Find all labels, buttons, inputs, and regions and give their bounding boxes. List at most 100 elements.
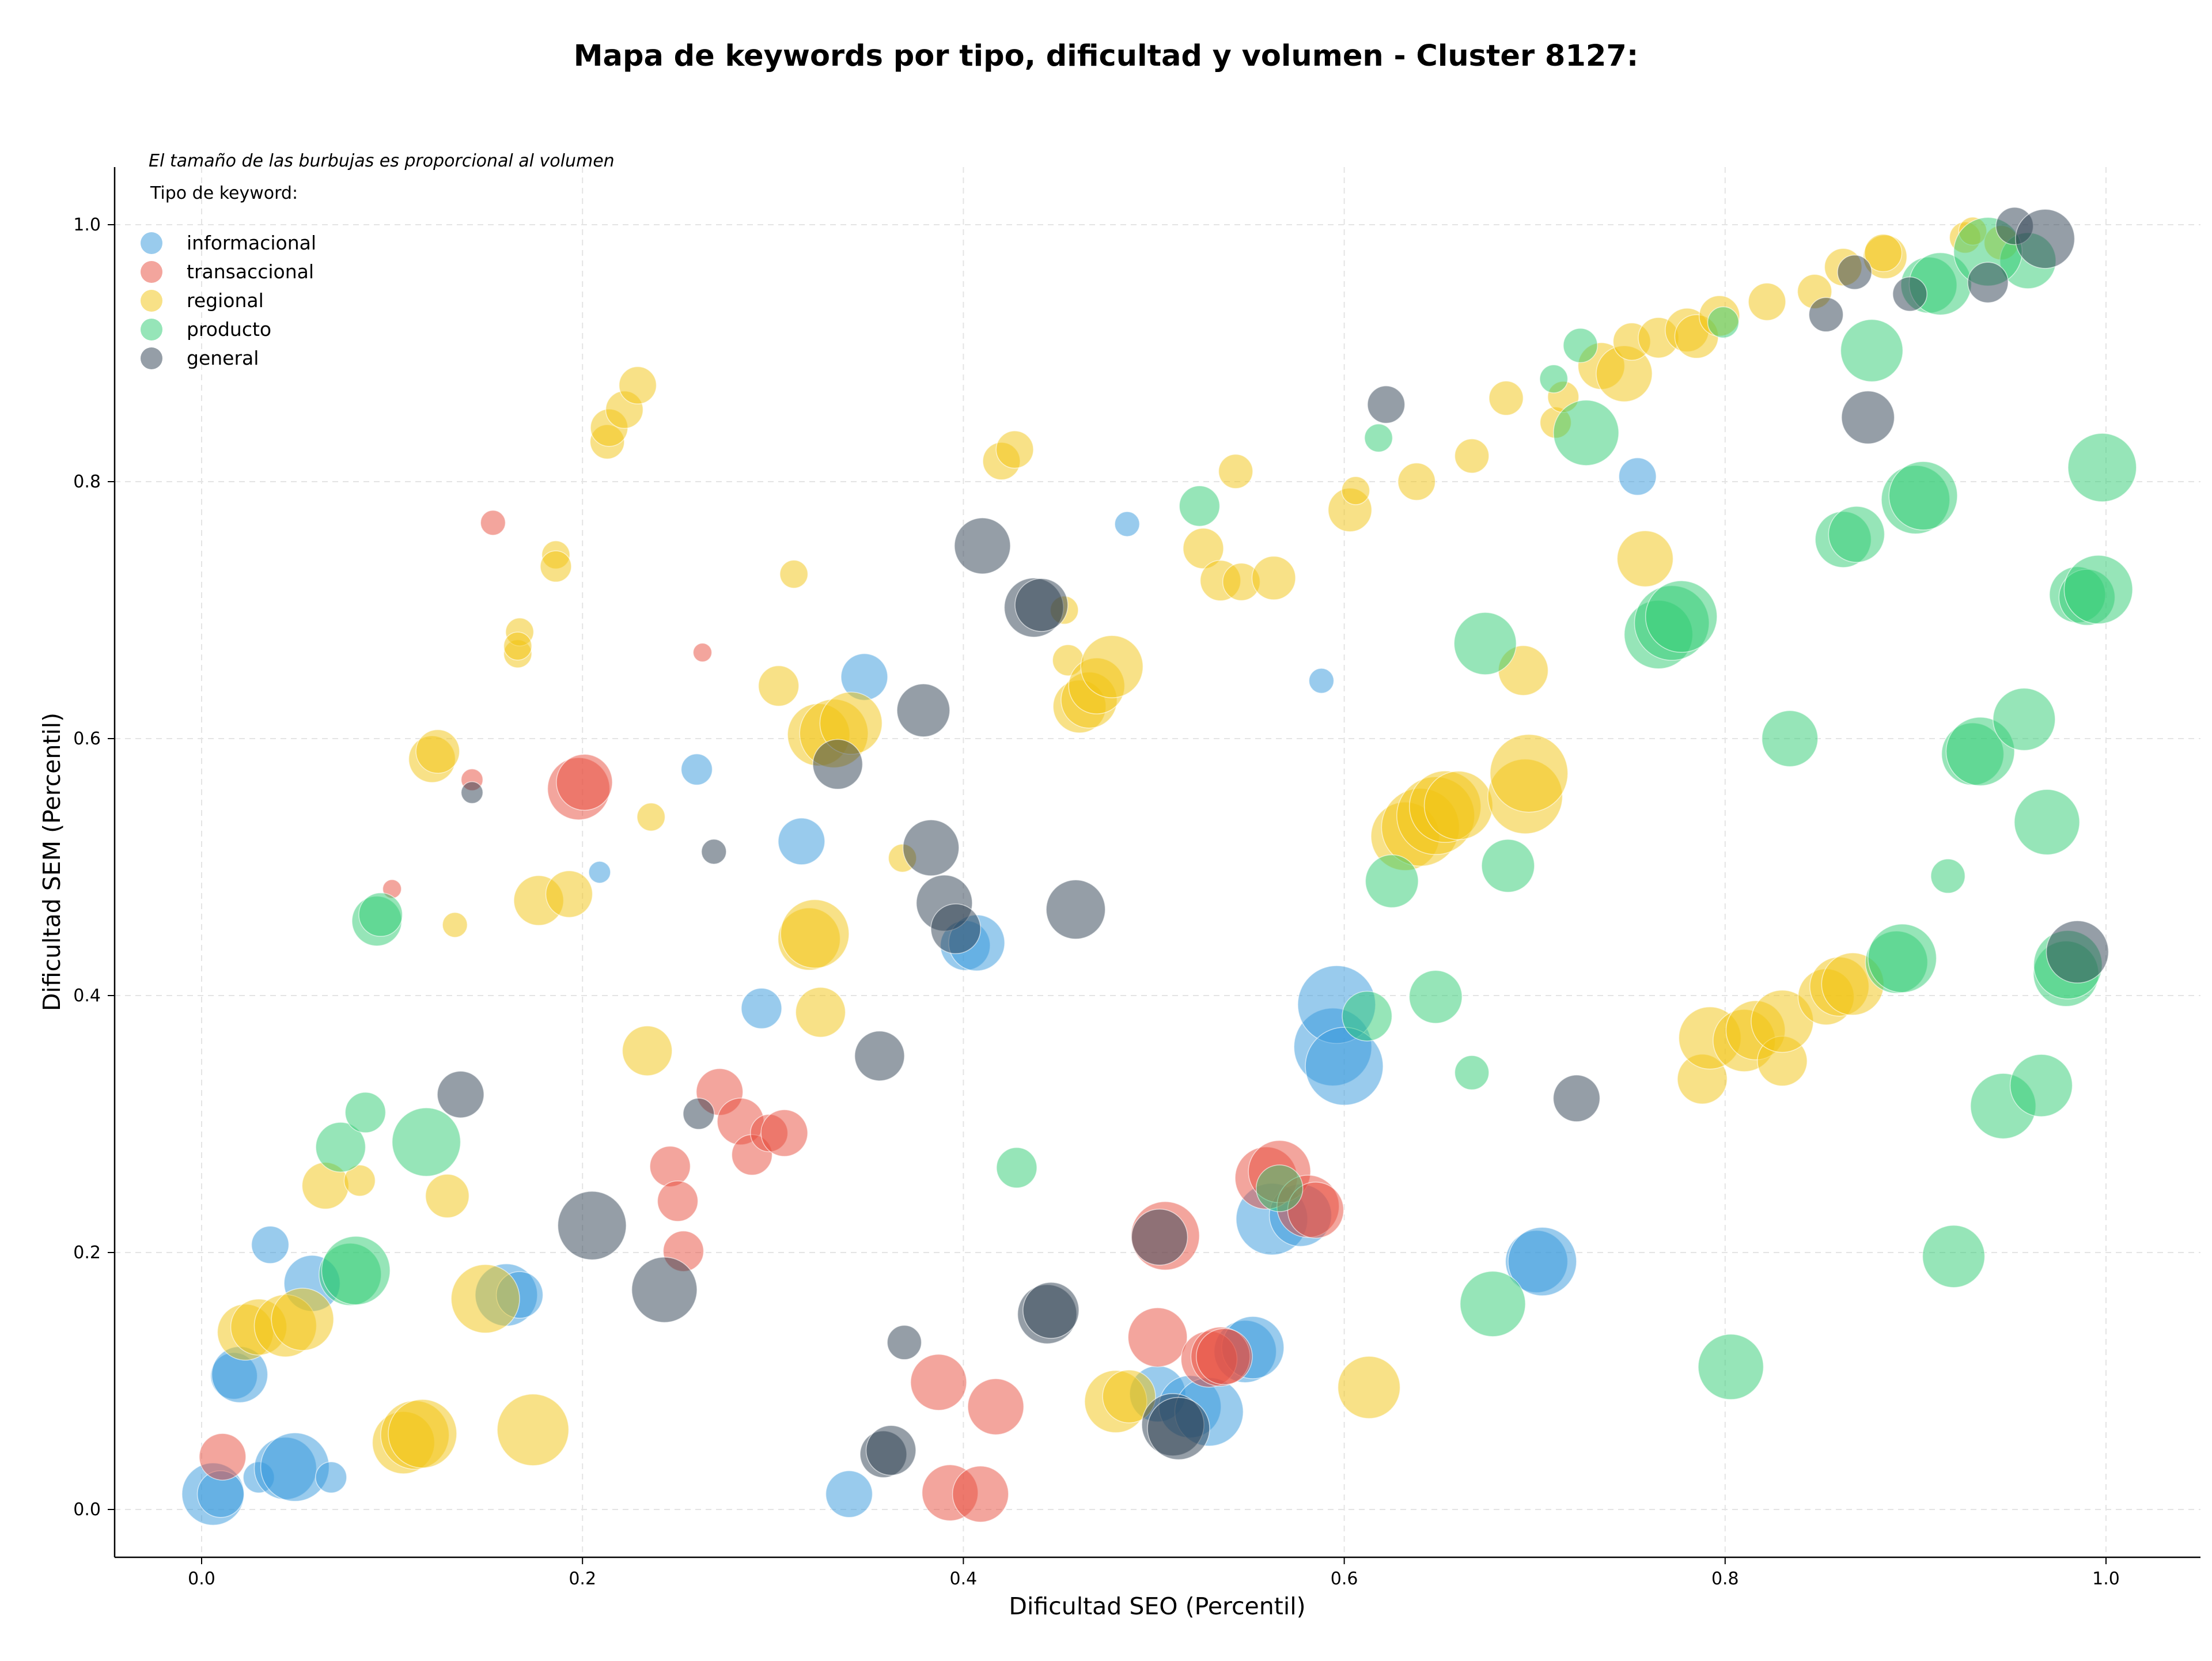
x-tick-label: 0.0: [188, 1569, 215, 1589]
legend-label: transaccional: [187, 260, 314, 283]
bubble-regional: [545, 870, 593, 918]
bubble-regional: [1397, 462, 1436, 501]
series-regional: [217, 217, 2019, 1474]
bubble-producto: [1888, 461, 1958, 531]
bubble-regional: [637, 802, 666, 832]
legend-entries: informacional transaccional regional produc…: [141, 232, 316, 369]
bubble-producto: [996, 1147, 1037, 1189]
bubble-producto: [1342, 990, 1393, 1042]
series-general: [437, 207, 2109, 1478]
x-tick-label: 0.4: [950, 1569, 978, 1589]
legend-marker: [141, 290, 162, 312]
bubble-producto: [1481, 839, 1535, 893]
bubble-informacional: [741, 987, 782, 1030]
x-tick-label: 0.2: [569, 1569, 596, 1589]
axes-layer: [113, 167, 2200, 1558]
bubble-general: [902, 819, 960, 876]
bubble-general: [631, 1257, 698, 1323]
bubble-transaccional: [649, 1145, 691, 1187]
bubble-producto: [2063, 555, 2133, 625]
legend-item-regional: regional: [141, 289, 264, 312]
grid-layer: [115, 167, 2200, 1557]
bubble-informacional: [1305, 1027, 1384, 1106]
bubble-producto: [391, 1107, 461, 1177]
bubble-regional: [1864, 233, 1903, 273]
bubble-producto: [1460, 1270, 1526, 1337]
bubble-general: [1837, 255, 1873, 290]
bubble-informacional: [1114, 511, 1141, 537]
bubble-general: [1967, 262, 2009, 304]
bubble-regional: [271, 1288, 334, 1351]
bubble-regional: [450, 1264, 520, 1334]
bubble-regional: [1183, 528, 1224, 569]
bubble-transaccional: [692, 642, 713, 663]
legend-label: general: [187, 347, 259, 369]
bubble-informacional: [251, 1225, 290, 1264]
bubble-general: [1808, 297, 1844, 332]
bubble-producto: [1930, 858, 1966, 894]
bubble-transaccional: [967, 1378, 1024, 1435]
bubble-general: [865, 1425, 916, 1476]
bubble-producto: [1707, 306, 1740, 339]
bubble-general: [460, 781, 484, 804]
bubble-general: [1552, 1074, 1601, 1122]
legend-marker: [141, 232, 162, 254]
bubble-general: [2046, 920, 2109, 983]
bubble-regional: [503, 631, 532, 661]
tick-layer: 0.0 0.2 0.4 0.6 0.8 1.0 0.0 0.2 0.4 0.6 0.8 1.0: [73, 215, 2120, 1589]
bubble-general: [812, 739, 863, 790]
bubble-informacional: [315, 1461, 347, 1493]
bubble-producto: [321, 1236, 391, 1306]
bubble-regional: [1748, 282, 1786, 321]
bubble-regional: [1454, 438, 1490, 474]
bubble-producto: [1453, 612, 1517, 675]
bubble-transaccional: [760, 1109, 808, 1157]
bubble-regional: [388, 1399, 457, 1469]
bubble-producto: [1408, 970, 1463, 1024]
bubble-regional: [1490, 733, 1569, 813]
bubble-regional: [779, 559, 809, 589]
bubble-producto: [1454, 1055, 1490, 1091]
bubble-producto: [1539, 364, 1569, 394]
bubble-transaccional: [952, 1465, 1009, 1523]
bubble-producto: [1840, 319, 1904, 383]
bubble-general: [683, 1098, 715, 1130]
legend-label: regional: [187, 289, 264, 312]
bubble-producto: [315, 1122, 366, 1173]
bubble-general: [1014, 578, 1069, 632]
bubble-general: [1841, 390, 1895, 445]
y-tick-label: 0.2: [73, 1243, 101, 1263]
bubble-producto: [1993, 687, 2056, 751]
legend-marker: [141, 261, 162, 283]
bubble-regional: [795, 987, 846, 1038]
bubble-general: [930, 903, 982, 954]
bubble-producto: [2067, 433, 2137, 502]
x-axis-label: Dificultad SEO (Percentil): [1009, 1592, 1305, 1620]
bubble-regional: [1080, 635, 1144, 698]
bubble-producto: [1255, 1164, 1304, 1212]
x-tick-label: 1.0: [2092, 1569, 2120, 1589]
y-tick-label: 0.8: [73, 472, 101, 492]
bubble-general: [1892, 276, 1927, 312]
bubble-informacional: [588, 861, 611, 884]
legend-item-informacional: informacional: [141, 232, 316, 254]
bubble-informacional: [680, 753, 713, 786]
legend-item-general: general: [141, 347, 259, 369]
bubble-informacional: [778, 818, 825, 865]
bubble-regional: [1218, 453, 1253, 489]
bubble-regional: [1616, 530, 1674, 588]
bubble-regional: [497, 1393, 570, 1466]
bubble-general: [896, 683, 950, 737]
bubble-general: [1022, 1282, 1080, 1339]
bubble-informacional: [1618, 457, 1657, 496]
bubble-informacional: [1308, 668, 1335, 694]
chart-title: Mapa de keywords por tipo, dificultad y …: [573, 39, 1639, 73]
bubble-general: [1147, 1397, 1210, 1461]
bubble-regional: [1423, 770, 1494, 841]
y-tick-label: 1.0: [73, 215, 101, 235]
bubble-general: [887, 1325, 922, 1360]
bubble-regional: [995, 430, 1034, 469]
bubble-regional: [1102, 1369, 1156, 1424]
bubble-general: [1367, 385, 1406, 424]
